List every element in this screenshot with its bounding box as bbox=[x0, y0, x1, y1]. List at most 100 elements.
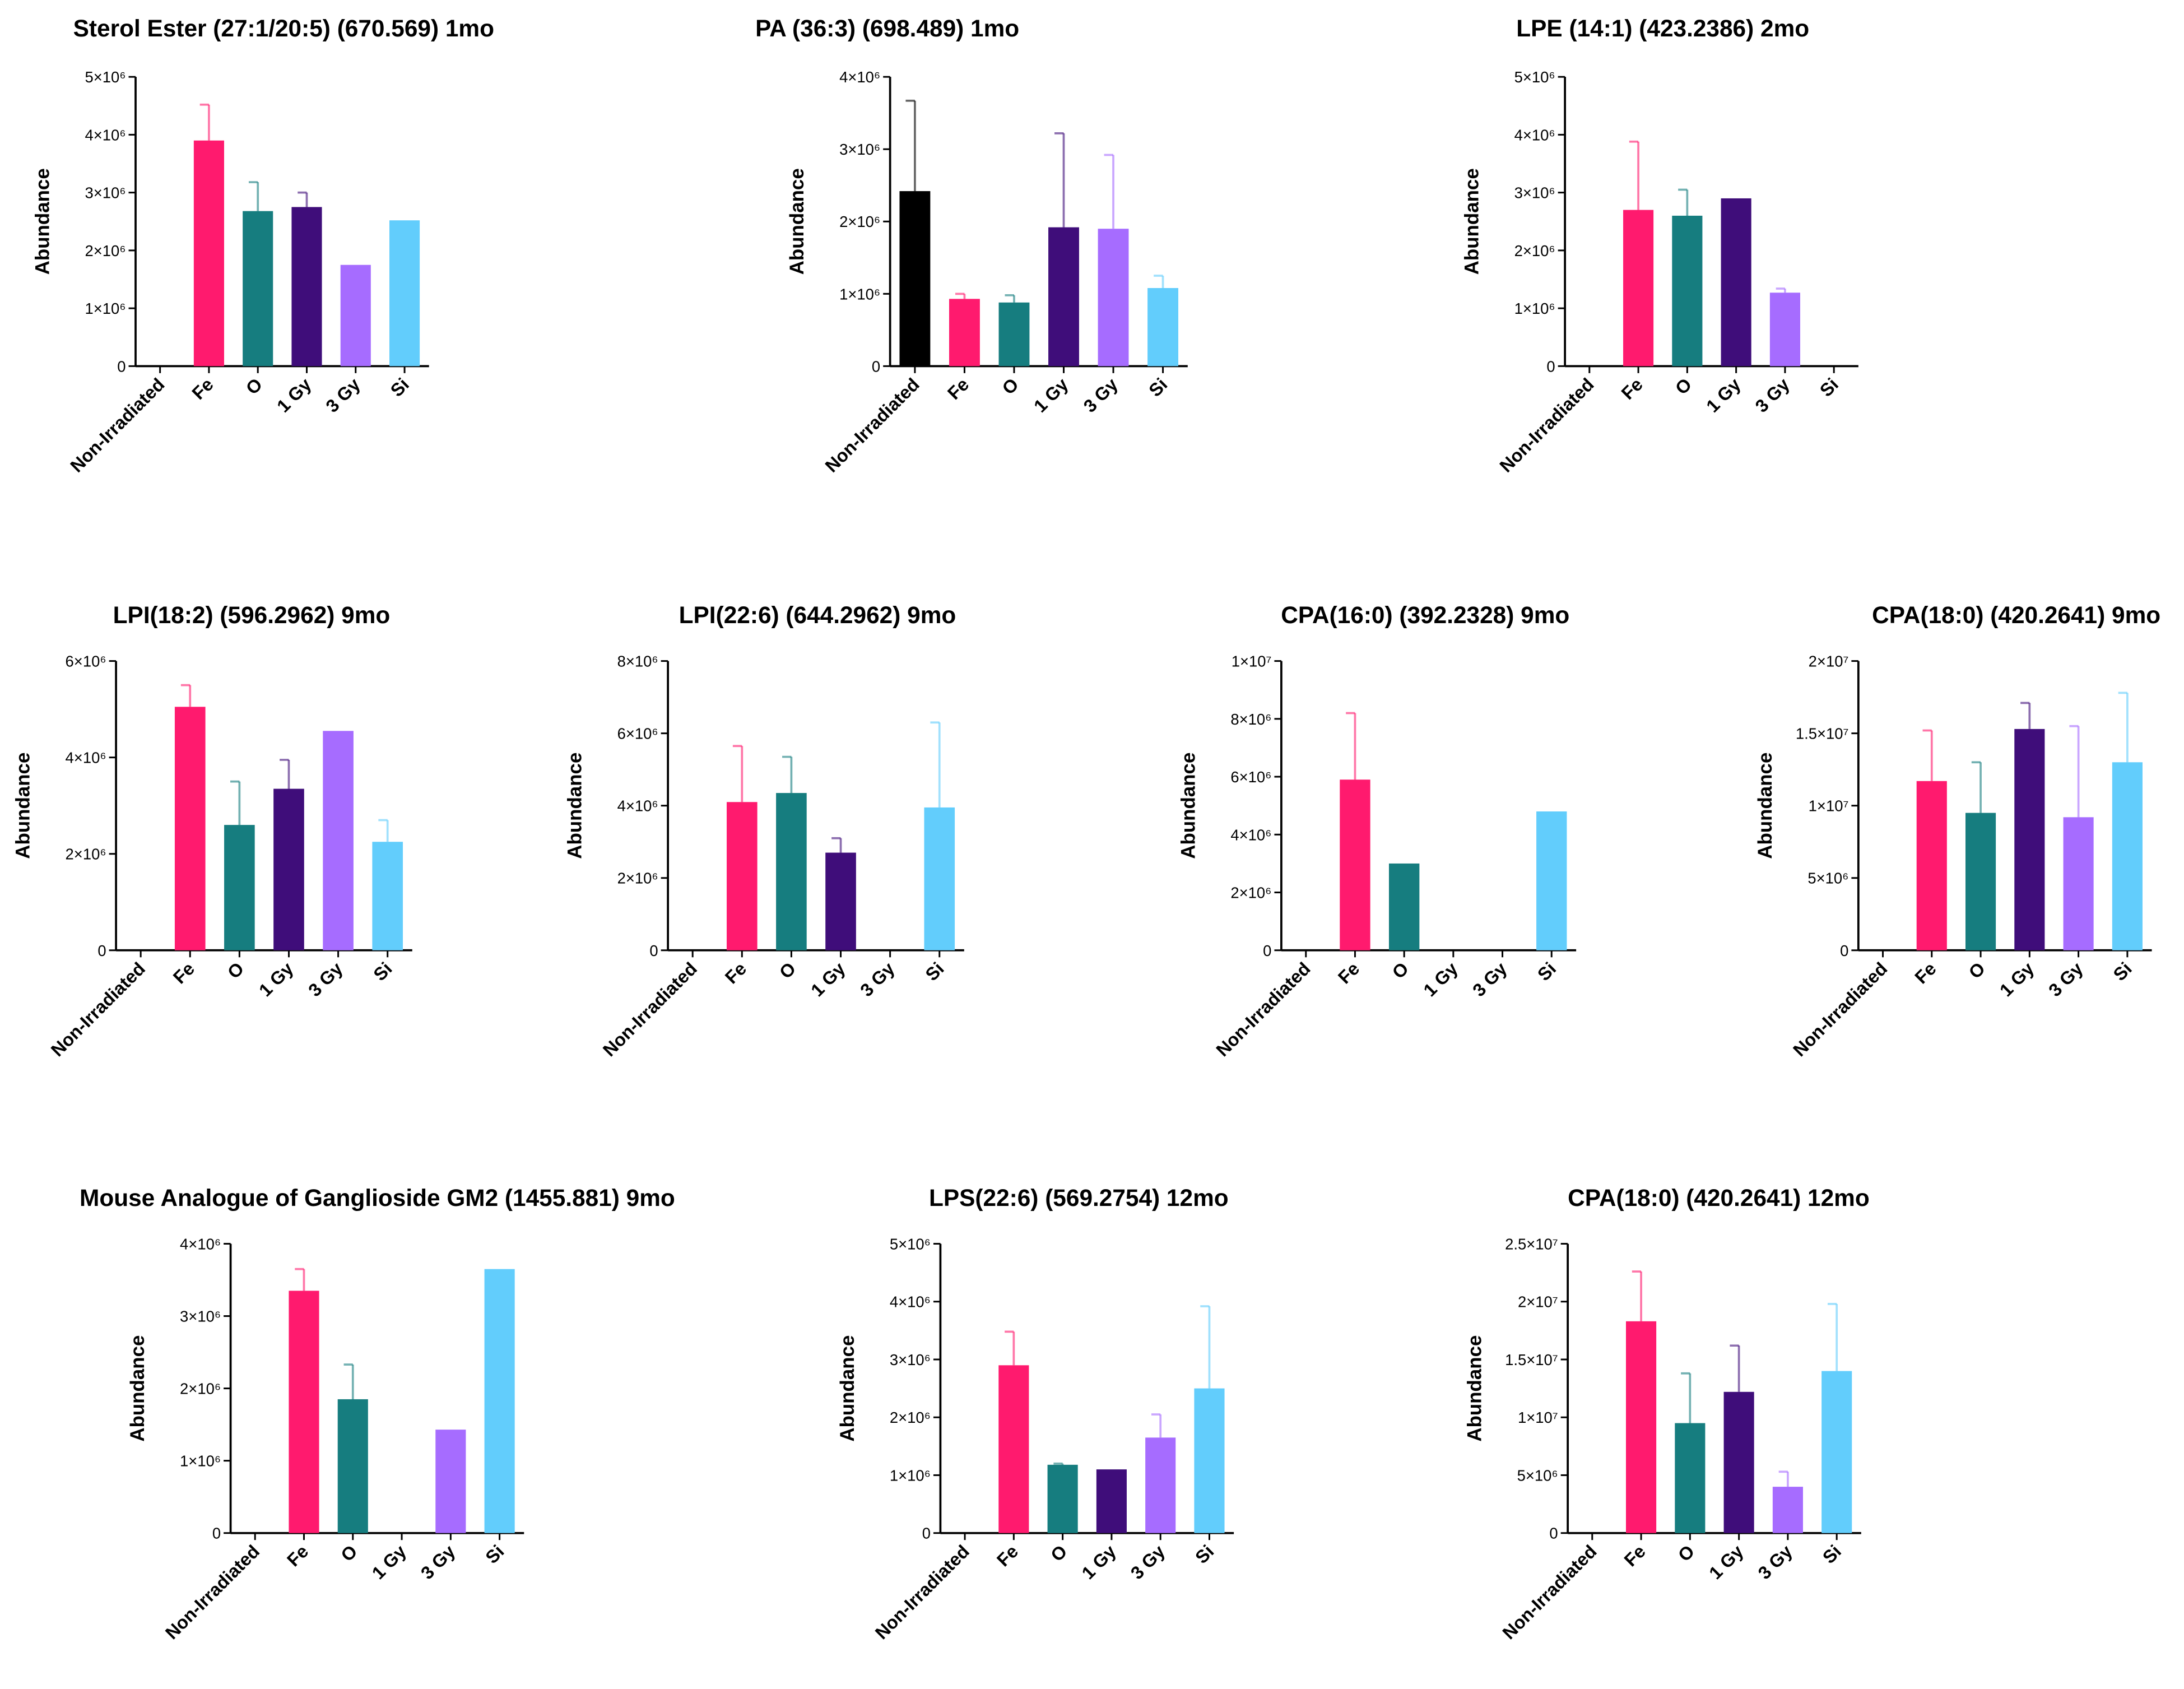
chart-panel: LPE (14:1) (423.2386) 2mo Abundance 0 1×10⁶… bbox=[1461, 15, 1858, 476]
bar bbox=[1048, 227, 1079, 366]
x-tick-label: Fe bbox=[721, 958, 750, 987]
y-tick-label: 4×10⁶ bbox=[66, 749, 106, 767]
x-tick-label: Si bbox=[387, 374, 413, 401]
chart-panel: PA (36:3) (698.489) 1mo Abundance 0 1×10⁶ 2×… bbox=[755, 15, 1188, 476]
bar bbox=[1769, 293, 1800, 366]
x-tick-label: O bbox=[224, 958, 248, 982]
y-tick-label: 5×10⁶ bbox=[1514, 68, 1555, 86]
bar bbox=[1388, 863, 1420, 950]
y-tick-label: 1×10⁶ bbox=[180, 1453, 221, 1470]
x-tick-label: O bbox=[1047, 1541, 1071, 1565]
chart-title: Sterol Ester (27:1/20:5) (670.569) 1mo bbox=[73, 15, 494, 41]
y-tick-label: 0 bbox=[117, 358, 126, 375]
y-tick-label: 6×10⁶ bbox=[617, 725, 658, 743]
y-tick-label: 4×10⁶ bbox=[890, 1293, 931, 1311]
bar bbox=[1147, 287, 1179, 366]
y-tick-label: 5×10⁶ bbox=[1807, 870, 1848, 887]
x-tick-label: Non-Irradiated bbox=[161, 1541, 263, 1643]
y-axis-label: Abundance bbox=[564, 753, 586, 859]
chart-title: LPS(22:6) (569.2754) 12mo bbox=[929, 1185, 1229, 1211]
bar bbox=[435, 1430, 466, 1533]
bar bbox=[273, 788, 304, 950]
y-tick-label: 1.5×10⁷ bbox=[1796, 725, 1849, 743]
x-tick-label: 1 Gy bbox=[1996, 958, 2038, 1000]
bar bbox=[726, 802, 758, 950]
x-tick-label: 3 Gy bbox=[417, 1541, 459, 1583]
x-tick-label: Fe bbox=[169, 958, 198, 987]
bar bbox=[289, 1291, 319, 1533]
chart-title: PA (36:3) (698.489) 1mo bbox=[755, 15, 1019, 41]
y-tick-label: 3×10⁶ bbox=[180, 1308, 221, 1325]
y-tick-label: 0 bbox=[1840, 942, 1848, 959]
x-tick-label: Non-Irradiated bbox=[1212, 958, 1314, 1060]
bar bbox=[1626, 1321, 1657, 1533]
bar bbox=[2112, 762, 2143, 950]
y-tick-label: 2×10⁶ bbox=[839, 213, 880, 230]
y-tick-label: 8×10⁶ bbox=[617, 653, 658, 670]
x-tick-label: Si bbox=[1816, 374, 1842, 401]
bar bbox=[1672, 215, 1703, 366]
chart-panel: LPS(22:6) (569.2754) 12mo Abundance 0 1×10⁶… bbox=[837, 1185, 1234, 1643]
y-tick-label: 2×10⁶ bbox=[1514, 242, 1555, 259]
x-tick-label: Fe bbox=[993, 1541, 1022, 1570]
y-tick-label: 8×10⁶ bbox=[1230, 711, 1271, 728]
bar bbox=[1723, 1391, 1754, 1533]
x-tick-label: Fe bbox=[1618, 374, 1647, 403]
y-tick-label: 4×10⁶ bbox=[85, 126, 126, 143]
x-tick-label: Si bbox=[1145, 374, 1171, 401]
y-tick-label: 1×10⁷ bbox=[1232, 653, 1272, 670]
bar bbox=[1098, 229, 1129, 366]
x-tick-label: O bbox=[1674, 1541, 1698, 1565]
x-tick-label: Fe bbox=[283, 1541, 312, 1570]
bar bbox=[2063, 817, 2094, 950]
y-axis-label: Abundance bbox=[1461, 168, 1483, 275]
x-tick-label: O bbox=[1965, 958, 1989, 982]
y-tick-label: 2×10⁶ bbox=[85, 242, 126, 259]
y-tick-label: 1.5×10⁷ bbox=[1505, 1351, 1558, 1368]
bar bbox=[2014, 729, 2045, 950]
y-tick-label: 0 bbox=[922, 1525, 931, 1542]
bar bbox=[949, 299, 980, 366]
bar bbox=[1340, 779, 1370, 950]
bar bbox=[1721, 198, 1751, 366]
x-tick-label: Fe bbox=[1334, 958, 1363, 987]
x-tick-label: Si bbox=[1191, 1541, 1218, 1567]
x-tick-label: Si bbox=[1534, 958, 1560, 985]
y-tick-label: 5×10⁶ bbox=[1517, 1467, 1558, 1484]
y-axis-label: Abundance bbox=[1464, 1335, 1486, 1442]
bar bbox=[1821, 1371, 1852, 1533]
bar bbox=[484, 1269, 515, 1533]
bar bbox=[340, 265, 371, 366]
y-tick-label: 2×10⁶ bbox=[890, 1409, 931, 1426]
bar bbox=[1916, 781, 1947, 950]
y-tick-label: 1×10⁶ bbox=[85, 300, 126, 317]
bar bbox=[899, 191, 931, 366]
x-tick-label: O bbox=[1388, 958, 1412, 982]
bar bbox=[1194, 1388, 1225, 1533]
x-tick-label: 3 Gy bbox=[1754, 1541, 1796, 1583]
y-tick-label: 0 bbox=[97, 942, 106, 959]
chart-title: LPE (14:1) (423.2386) 2mo bbox=[1516, 15, 1809, 41]
chart-title: Mouse Analogue of Ganglioside GM2 (1455.… bbox=[80, 1185, 675, 1211]
y-tick-label: 2.5×10⁷ bbox=[1505, 1235, 1558, 1252]
x-tick-label: 3 Gy bbox=[1127, 1541, 1169, 1583]
bar bbox=[1536, 811, 1567, 950]
x-tick-label: 1 Gy bbox=[368, 1541, 410, 1583]
y-tick-label: 5×10⁶ bbox=[85, 68, 126, 86]
chart-title: LPI(18:2) (596.2962) 9mo bbox=[113, 602, 391, 628]
chart-panel: LPI(18:2) (596.2962) 9mo Abundance 0 2×10⁶ 4… bbox=[12, 602, 412, 1060]
x-tick-label: 1 Gy bbox=[1078, 1541, 1120, 1583]
chart-panel: CPA(16:0) (392.2328) 9mo Abundance 0 2×10⁶ 4… bbox=[1177, 602, 1577, 1060]
chart-title: CPA(16:0) (392.2328) 9mo bbox=[1281, 602, 1569, 628]
y-axis-label: Abundance bbox=[1177, 753, 1199, 859]
x-tick-label: 3 Gy bbox=[304, 958, 346, 1000]
bar bbox=[776, 793, 807, 950]
y-axis-label: Abundance bbox=[127, 1335, 148, 1442]
chart-title: CPA(18:0) (420.2641) 12mo bbox=[1568, 1185, 1870, 1211]
bar bbox=[1965, 813, 1996, 950]
x-tick-label: 3 Gy bbox=[322, 374, 364, 416]
x-tick-label: Fe bbox=[1620, 1541, 1649, 1570]
x-tick-label: 1 Gy bbox=[1420, 958, 1462, 1000]
chart-panel: CPA(18:0) (420.2641) 12mo Abundance 0 5×10⁶… bbox=[1464, 1185, 1870, 1643]
y-tick-label: 6×10⁶ bbox=[1230, 768, 1271, 786]
